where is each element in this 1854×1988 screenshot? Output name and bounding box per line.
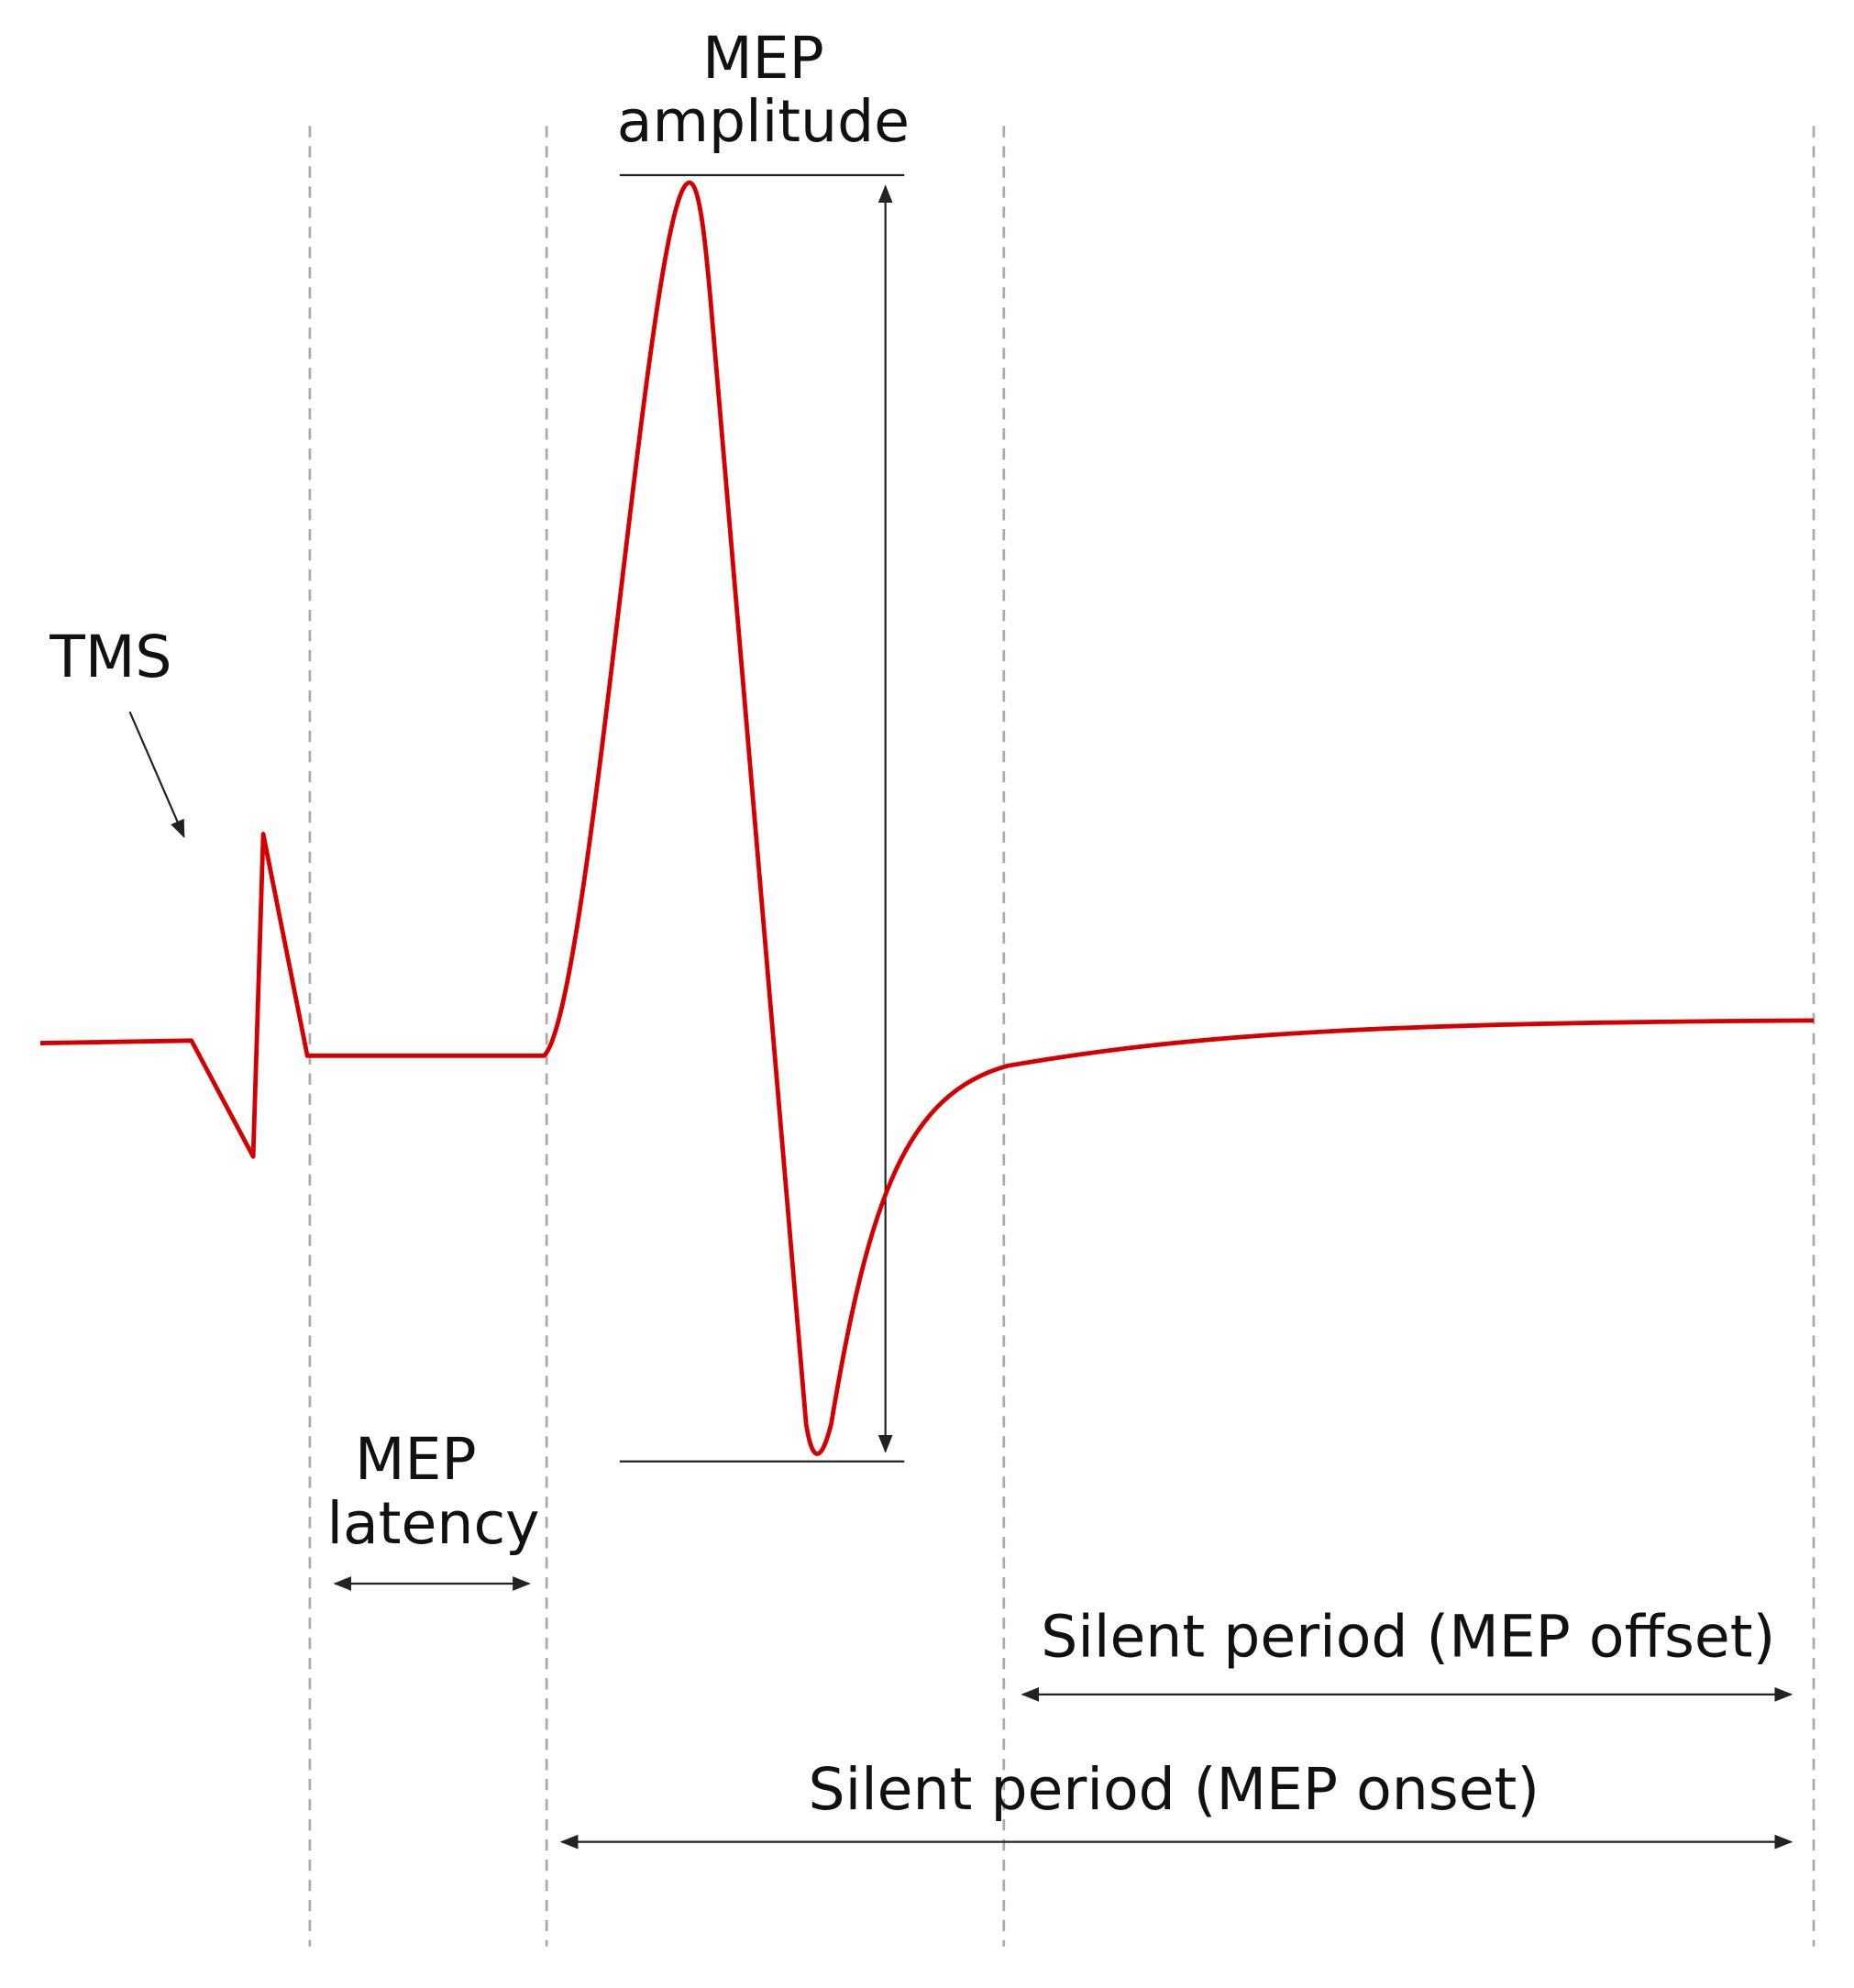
offset-label: Silent period (MEP offset) [1041,1603,1775,1671]
mep-waveform [39,180,1815,1456]
latency-label: MEP [355,1425,477,1493]
tms-arrow [128,711,185,839]
latency-label: latency [326,1489,539,1557]
amplitude-label: MEP [702,24,824,92]
onset-label: Silent period (MEP onset) [808,1755,1539,1823]
tms-label: TMS [49,623,171,690]
amplitude-label: amplitude [617,87,910,155]
